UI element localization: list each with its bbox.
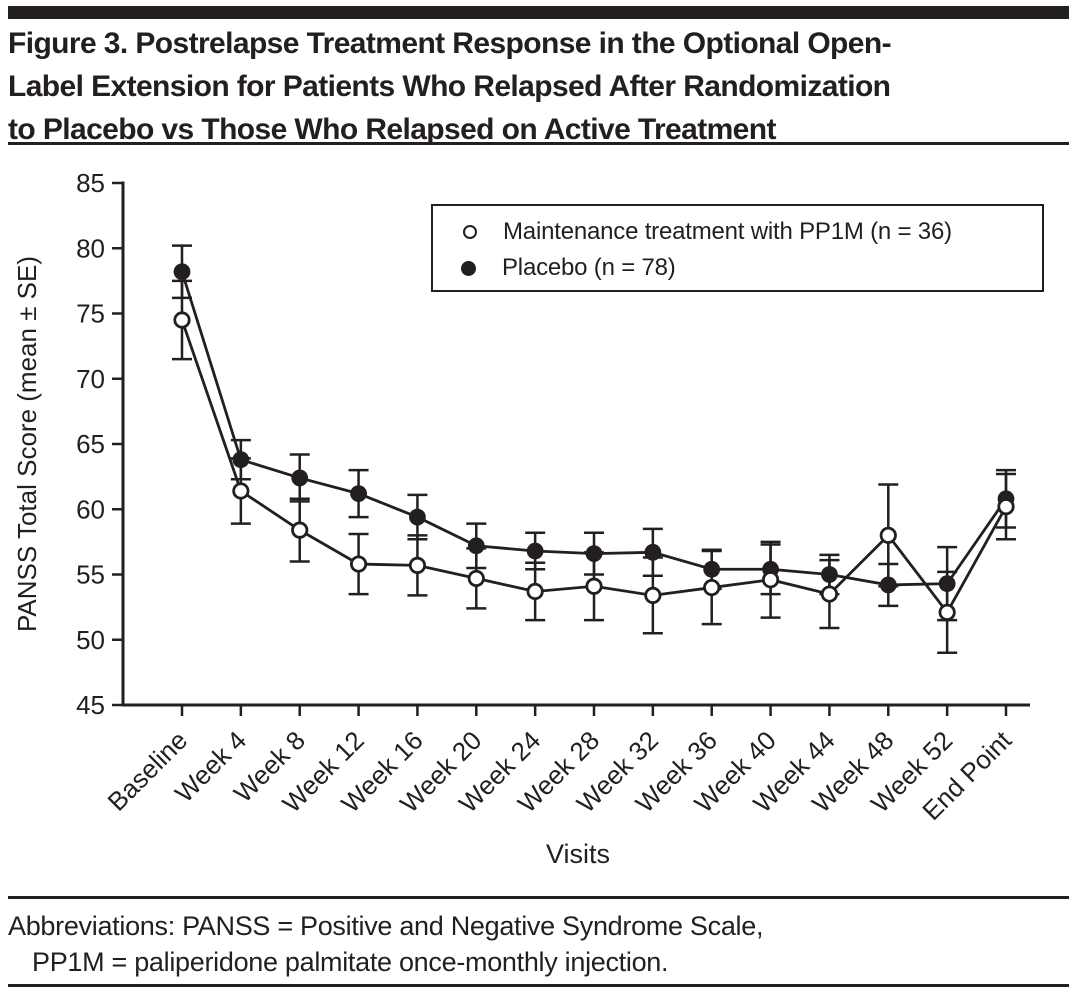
svg-text:Visits: Visits <box>546 839 610 869</box>
figure-title: Figure 3. Postrelapse Treatment Response… <box>8 22 1072 151</box>
figure-title-line-1: Figure 3. Postrelapse Treatment Response… <box>8 27 892 60</box>
abbreviations-footer: Abbreviations: PANSS = Positive and Nega… <box>8 896 1069 987</box>
top-bar <box>8 6 1069 19</box>
svg-text:45: 45 <box>76 690 105 720</box>
svg-text:Baseline: Baseline <box>102 725 194 817</box>
svg-text:PANSS Total Score (mean ± SE): PANSS Total Score (mean ± SE) <box>12 256 42 632</box>
svg-text:65: 65 <box>76 429 105 459</box>
legend-label-placebo: Placebo (n = 78) <box>502 254 676 281</box>
svg-text:85: 85 <box>76 168 105 198</box>
series-line-1 <box>172 244 1016 622</box>
open-circle-icon <box>463 225 477 239</box>
svg-text:70: 70 <box>76 364 105 394</box>
legend-item-pp1m: Maintenance treatment with PP1M (n = 36) <box>461 214 1042 250</box>
svg-text:80: 80 <box>76 233 105 263</box>
title-divider-rule <box>8 142 1069 145</box>
svg-text:75: 75 <box>76 299 105 329</box>
svg-text:60: 60 <box>76 494 105 524</box>
figure-title-line-3: to Placebo vs Those Who Relapsed on Acti… <box>8 113 776 146</box>
axis-titles: PANSS Total Score (mean ± SE) Visits <box>12 256 610 869</box>
series-markers-0 <box>173 311 1015 621</box>
abbreviations-line-1: Abbreviations: PANSS = Positive and Nega… <box>8 911 764 941</box>
y-axis-ticks: 85 80 75 70 65 60 55 50 45 <box>76 168 123 720</box>
abbreviations-line-2: PP1M = paliperidone palmitate once-month… <box>32 947 669 977</box>
svg-text:55: 55 <box>76 560 105 590</box>
legend: Maintenance treatment with PP1M (n = 36)… <box>431 204 1044 292</box>
figure-title-line-2: Label Extension for Patients Who Relapse… <box>8 70 891 103</box>
legend-item-placebo: Placebo (n = 78) <box>461 250 1042 286</box>
filled-circle-icon <box>461 260 476 276</box>
svg-text:50: 50 <box>76 625 105 655</box>
legend-label-pp1m: Maintenance treatment with PP1M (n = 36) <box>503 218 952 245</box>
